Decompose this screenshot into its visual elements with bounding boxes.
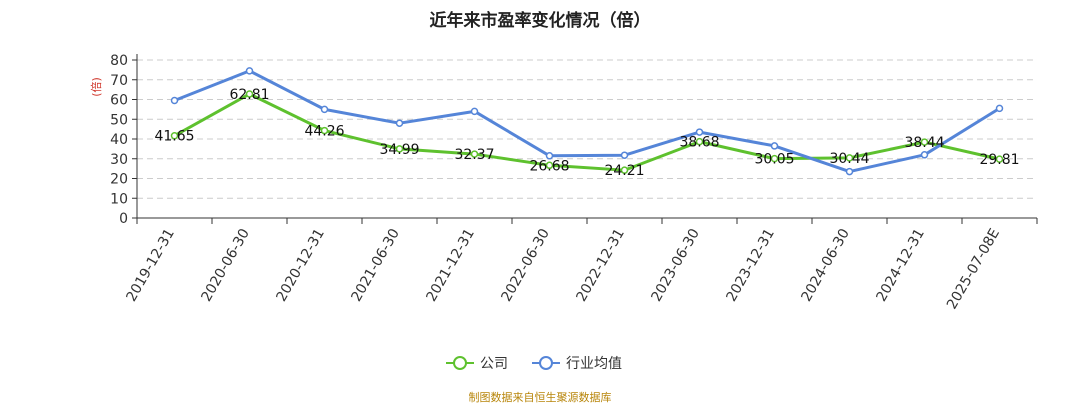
data-label: 26.68 <box>529 158 569 174</box>
y-tick-label: 20 <box>110 172 128 188</box>
data-point-company <box>395 145 404 153</box>
x-tick-label: 2024-12-31 <box>873 226 928 304</box>
x-tick-label: 2020-06-30 <box>198 226 253 304</box>
y-tick-label: 50 <box>110 112 128 128</box>
data-point-industry <box>695 128 704 136</box>
data-label: 38.68 <box>679 135 719 151</box>
data-point-company <box>170 131 179 140</box>
legend-item-industry[interactable]: 行业均值 <box>532 356 622 372</box>
chart-title: 近年来市盈率变化情况（倍） <box>430 10 651 31</box>
legend-company-marker <box>453 356 467 370</box>
data-label: 24.21 <box>604 163 644 179</box>
data-point-company <box>995 155 1004 163</box>
data-point-industry <box>545 152 554 160</box>
x-tick-label: 2022-12-31 <box>573 226 628 304</box>
data-label: 34.99 <box>379 142 419 158</box>
x-tick-label: 2022-06-30 <box>498 226 553 304</box>
data-point-industry <box>245 67 254 75</box>
data-point-industry <box>470 107 479 116</box>
series-line-company <box>173 92 1000 172</box>
data-labels: 41.65 62.81 44.26 34.99 32.37 26.68 24.21 38.68… <box>154 87 1019 179</box>
data-point-company <box>620 166 629 174</box>
x-tick-label: 2021-12-31 <box>423 226 478 304</box>
data-label: 44.26 <box>304 124 344 140</box>
series-lines <box>170 67 1004 176</box>
x-tick-label: 2025-07-08E <box>944 226 1003 312</box>
data-label: 32.37 <box>454 147 494 163</box>
data-point-industry <box>920 151 929 159</box>
data-point-company <box>695 137 704 146</box>
y-tick-label: 80 <box>110 53 128 69</box>
y-axis-unit-label: (倍) <box>89 77 103 97</box>
data-point-industry <box>395 119 404 127</box>
data-point-company <box>920 138 929 146</box>
legend-industry-label: 行业均值 <box>566 356 622 372</box>
y-tick-label: 0 <box>119 211 128 227</box>
x-tick-label: 2019-12-31 <box>123 226 178 304</box>
data-point-industry <box>170 96 179 105</box>
data-point-industry <box>845 167 854 176</box>
data-label: 41.65 <box>154 129 194 145</box>
legend-item-company[interactable]: 公司 <box>446 356 508 372</box>
legend[interactable]: 公司 行业均值 <box>446 356 622 372</box>
data-label: 38.44 <box>904 135 944 151</box>
data-point-company <box>470 150 479 158</box>
data-point-company <box>245 90 254 98</box>
data-point-industry <box>995 104 1004 113</box>
data-point-company <box>770 154 779 163</box>
data-label: 62.81 <box>229 87 269 103</box>
x-tick-label: 2024-06-30 <box>798 226 853 304</box>
x-tick-label: 2023-06-30 <box>648 226 703 304</box>
legend-industry-marker <box>539 356 553 370</box>
y-tick-label: 60 <box>110 93 128 109</box>
data-point-company <box>545 161 554 170</box>
data-source-note: 制图数据来自恒生聚源数据库 <box>469 390 612 404</box>
data-point-company <box>320 126 329 135</box>
x-tick-label: 2023-12-31 <box>723 226 778 304</box>
data-label: 30.05 <box>754 152 794 168</box>
y-tick-label: 10 <box>110 191 128 207</box>
data-point-company <box>845 154 854 162</box>
x-tick-label: 2021-06-30 <box>348 226 403 304</box>
legend-company-label: 公司 <box>480 356 508 372</box>
grid-lines <box>137 59 1037 199</box>
data-label: 30.44 <box>829 151 869 167</box>
data-label: 29.81 <box>979 152 1019 168</box>
data-point-industry <box>770 142 779 150</box>
y-tick-label: 30 <box>110 152 128 168</box>
data-point-industry <box>320 105 329 114</box>
series-line-industry <box>173 69 1001 174</box>
x-tick-label: 2020-12-31 <box>273 226 328 304</box>
y-tick-label: 40 <box>110 132 128 148</box>
data-point-industry <box>620 151 629 159</box>
y-tick-label: 70 <box>110 73 128 89</box>
